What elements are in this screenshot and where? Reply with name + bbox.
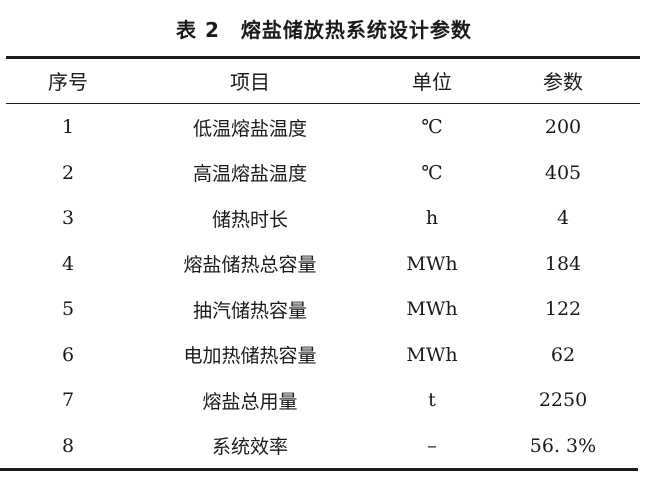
- table-row: 8 系统效率 – 56. 3%: [6, 423, 640, 469]
- row-index: 7: [61, 389, 75, 411]
- row-item: 系统效率: [211, 436, 289, 458]
- table-row: 3 储热时长 h 4: [6, 195, 640, 241]
- row-item: 熔盐储热总容量: [183, 254, 317, 276]
- table-row: 1 低温熔盐温度 ℃ 200: [6, 104, 640, 150]
- row-value: 184: [544, 252, 582, 275]
- table-row: 5 抽汽储热容量 MWh 122: [6, 286, 640, 332]
- row-item: 电加热储热容量: [183, 345, 317, 367]
- row-index: 4: [61, 252, 75, 275]
- top-rule: [6, 56, 640, 59]
- header-row: 序号 项目 单位 参数: [6, 57, 640, 103]
- header-unit: 单位: [412, 69, 452, 94]
- row-unit: MWh: [406, 343, 458, 366]
- header-item: 项目: [230, 69, 270, 94]
- row-value: 122: [544, 298, 582, 320]
- row-unit: h: [425, 207, 439, 229]
- table-row: 2 高温熔盐温度 ℃ 405: [6, 150, 640, 196]
- row-value: 200: [544, 116, 582, 138]
- table-title: 表 2 熔盐储放热系统设计参数: [176, 18, 472, 42]
- row-index: 6: [61, 343, 75, 366]
- row-value: 4: [556, 207, 570, 229]
- row-index: 3: [61, 207, 75, 229]
- row-index: 1: [61, 116, 75, 138]
- row-item: 高温熔盐温度: [192, 163, 308, 185]
- header-rule: [6, 103, 640, 104]
- row-unit: ℃: [421, 161, 443, 184]
- row-unit: ℃: [421, 116, 443, 138]
- table-row: 7 熔盐总用量 t 2250: [6, 377, 640, 423]
- header-index: 序号: [48, 69, 88, 94]
- row-value: 56. 3%: [529, 434, 597, 457]
- row-item: 低温熔盐温度: [192, 117, 308, 140]
- row-value: 62: [550, 343, 576, 366]
- row-item: 熔盐总用量: [202, 390, 298, 413]
- row-index: 8: [61, 434, 75, 457]
- row-index: 2: [61, 161, 75, 184]
- row-item: 储热时长: [211, 208, 289, 231]
- table-row: 4 熔盐储热总容量 MWh 184: [6, 241, 640, 287]
- table-row: 6 电加热储热容量 MWh 62: [6, 332, 640, 378]
- row-unit: MWh: [406, 298, 458, 320]
- row-unit: –: [427, 434, 437, 457]
- row-item: 抽汽储热容量: [192, 299, 308, 322]
- row-unit: MWh: [406, 252, 458, 275]
- header-value: 参数: [543, 69, 583, 94]
- row-index: 5: [61, 298, 75, 320]
- row-value: 2250: [538, 389, 588, 411]
- bottom-rule: [0, 468, 638, 471]
- row-value: 405: [544, 161, 582, 184]
- row-unit: t: [428, 389, 436, 411]
